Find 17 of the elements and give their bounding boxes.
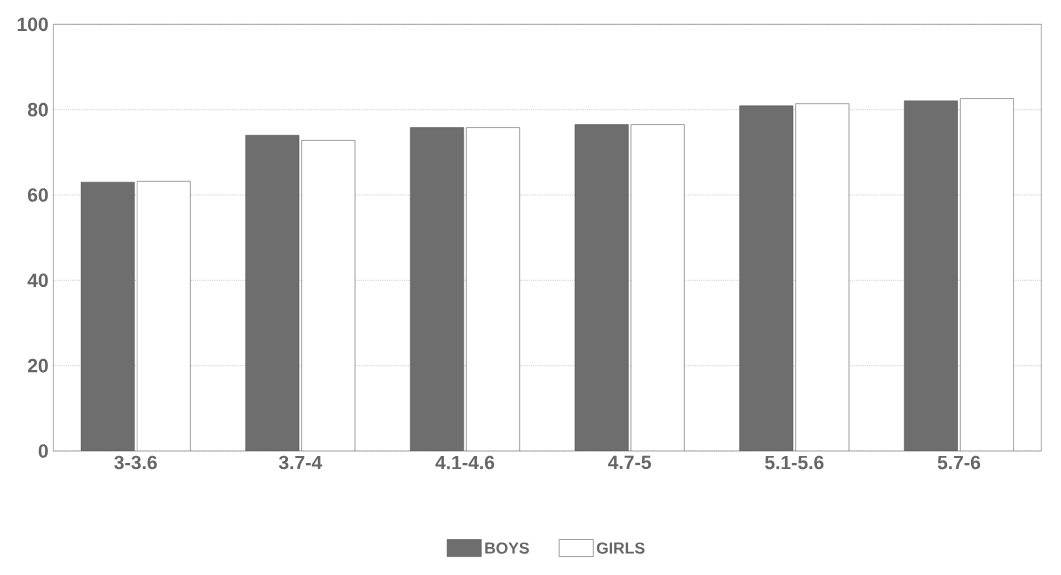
x-tick-label: 3.7-4 <box>278 455 323 470</box>
y-tick-label: 20 <box>27 358 48 373</box>
bar <box>960 98 1014 451</box>
legend-label: GIRLS <box>596 542 645 554</box>
x-tick-label: 4.1-4.6 <box>435 455 495 470</box>
x-tick-label: 3-3.6 <box>114 455 157 470</box>
x-tick-label: 5.1-5.6 <box>765 455 824 470</box>
bar <box>466 127 520 451</box>
y-tick-label: 0 <box>38 444 48 458</box>
y-tick-label: 80 <box>27 102 48 117</box>
y-tick-label: 100 <box>17 17 48 32</box>
x-tick-label: 5.7-6 <box>937 455 981 470</box>
legend-label: BOYS <box>485 542 529 554</box>
y-tick-label: 40 <box>27 273 48 288</box>
bar <box>136 181 191 451</box>
x-tick-label: 4.7-5 <box>608 455 651 470</box>
y-tick-label: 60 <box>27 188 48 202</box>
